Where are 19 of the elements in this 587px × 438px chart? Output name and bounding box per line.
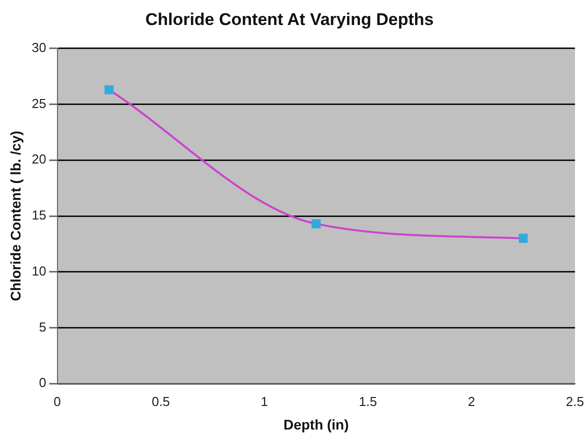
y-tick-label: 25 — [32, 96, 46, 111]
x-tick-label: 0 — [54, 394, 61, 409]
x-axis-title: Depth (in) — [283, 416, 349, 432]
x-tick-label: 1 — [260, 394, 268, 409]
y-tick-label: 30 — [32, 40, 46, 55]
y-tick-label: 20 — [32, 152, 46, 167]
y-tick-label: 10 — [32, 263, 46, 278]
y-tick-label: 15 — [32, 208, 46, 223]
point — [518, 234, 528, 243]
point — [312, 219, 321, 228]
chart-title: Chloride Content At Varying Depths — [145, 10, 434, 29]
x-tick-label: 1.5 — [358, 394, 377, 409]
x-tick-label: 2 — [468, 394, 476, 409]
y-axis-title: Chloride Content ( lb. /cy) — [7, 130, 24, 302]
x-tick-label: 2.5 — [566, 394, 584, 409]
x-tick-label: 0.5 — [152, 394, 170, 409]
y-tick-label: 0 — [39, 375, 46, 390]
point — [104, 85, 114, 94]
y-tick-label: 5 — [39, 319, 46, 334]
